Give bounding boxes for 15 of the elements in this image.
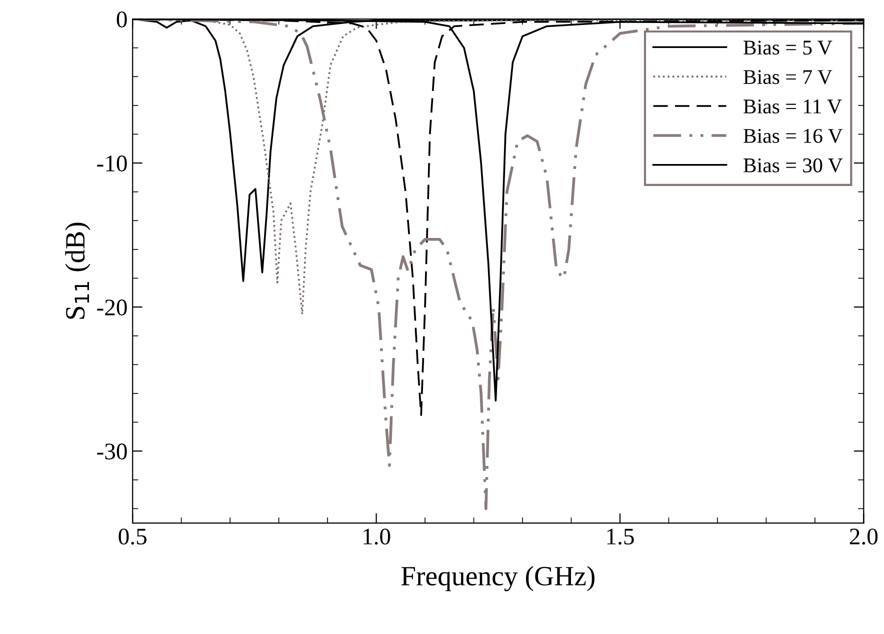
y-tick-label: -30 xyxy=(97,444,127,460)
x-axis-title: Frequency (GHz) xyxy=(401,566,594,592)
y-tick-label: 0 xyxy=(116,12,127,28)
legend-label: Bias = 5 V xyxy=(744,40,832,55)
legend-label: Bias = 7 V xyxy=(744,70,832,84)
y-tick-label: -20 xyxy=(97,300,127,316)
x-tick-label: 2.0 xyxy=(850,528,878,545)
x-tick-label: 1.0 xyxy=(364,528,390,545)
y-tick-label: -10 xyxy=(97,156,127,172)
legend-label: Bias = 30 V xyxy=(744,158,843,172)
y-axis-title: S$_{11}$ (dB) xyxy=(65,222,90,319)
x-tick-label: 0.5 xyxy=(118,528,146,545)
x-tick-label: 1.5 xyxy=(607,528,634,545)
legend-label: Bias = 16 V xyxy=(744,128,843,144)
legend-label: Bias = 11 V xyxy=(744,100,842,114)
